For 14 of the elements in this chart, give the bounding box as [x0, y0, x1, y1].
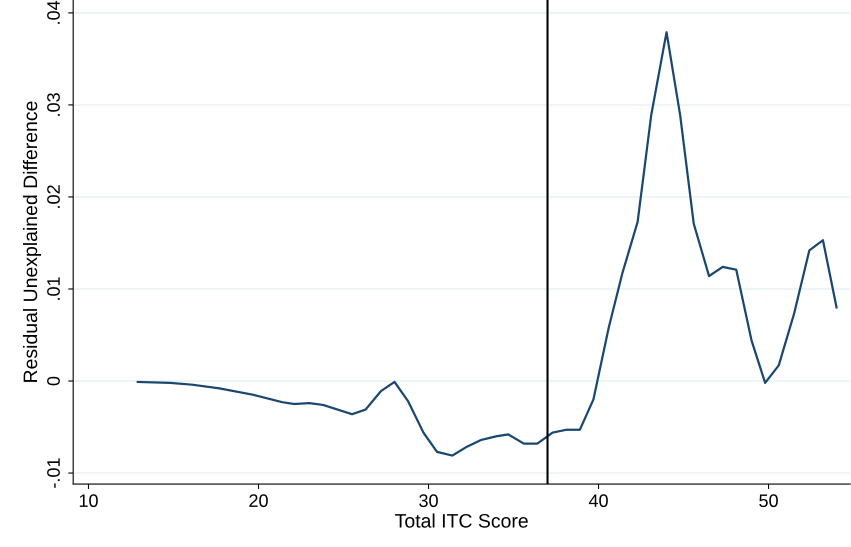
y-tick-label: .01 [47, 277, 60, 300]
x-tick-label: 30 [419, 494, 438, 508]
x-tick-label: 20 [249, 494, 268, 508]
line-series [136, 31, 838, 457]
x-tick-label: 40 [588, 494, 608, 508]
x-tick-label: 10 [80, 494, 98, 508]
y-axis-title: Residual Unexplained Difference [22, 101, 42, 382]
y-tick-label: .03 [47, 93, 60, 116]
x-axis-title: Total ITC Score [395, 513, 528, 528]
y-tick-label: -.01 [47, 458, 60, 488]
y-tick-label: .04 [47, 0, 60, 24]
x-tick-label: 50 [759, 494, 778, 508]
y-tick-label: 0 [47, 376, 60, 386]
y-tick-label: .02 [47, 185, 60, 208]
